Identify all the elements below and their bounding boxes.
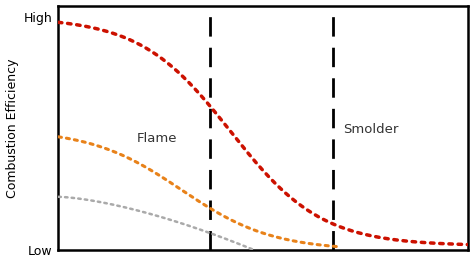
Y-axis label: Combustion Efficiency: Combustion Efficiency <box>6 58 18 198</box>
Text: Flame: Flame <box>137 132 177 145</box>
Text: Smolder: Smolder <box>343 123 399 136</box>
